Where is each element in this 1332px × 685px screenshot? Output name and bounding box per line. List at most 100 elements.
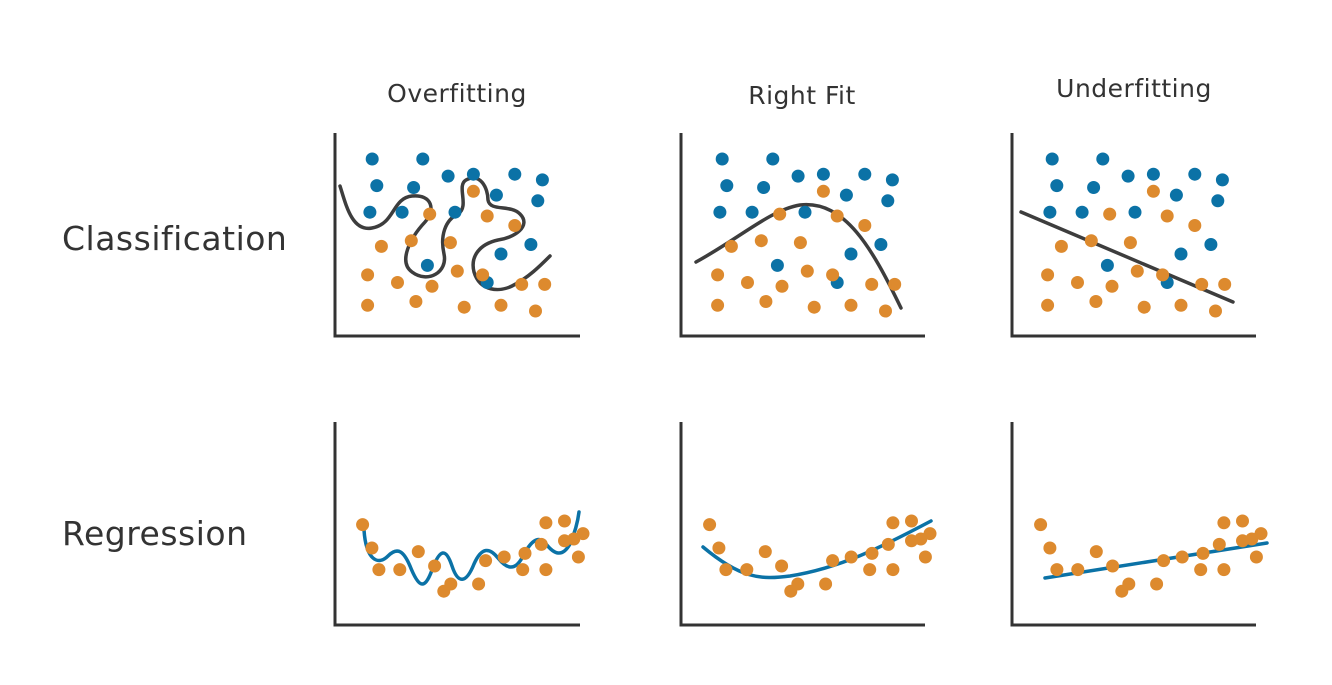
data-point	[356, 518, 370, 532]
class-b-point	[1071, 276, 1084, 289]
class-a-point	[1174, 247, 1188, 261]
data-point	[1034, 518, 1048, 532]
data-point	[518, 546, 532, 560]
class-a-point	[1128, 205, 1142, 219]
class-a-point	[535, 173, 549, 187]
column-title-underfitting: Underfitting	[1056, 74, 1212, 103]
data-point	[1245, 532, 1259, 546]
data-point	[1071, 563, 1085, 577]
class-a-point	[1121, 169, 1135, 183]
class-b-point	[724, 239, 738, 253]
class-b-point	[374, 239, 388, 253]
column-title-overfitting: Overfitting	[387, 79, 527, 108]
class-b-point	[466, 184, 480, 198]
class-a-point	[1045, 152, 1059, 166]
class-b-point	[443, 236, 457, 250]
class-a-point	[466, 167, 480, 181]
class-b-point	[457, 300, 471, 314]
class-a-point	[407, 181, 421, 194]
class-a-point	[816, 167, 830, 181]
class-a-point	[874, 238, 888, 251]
data-point	[1150, 577, 1164, 591]
data-point	[918, 550, 932, 564]
class-a-point	[720, 179, 734, 193]
data-point	[719, 563, 733, 577]
data-point	[428, 559, 442, 573]
class-b-point	[1174, 298, 1188, 312]
class-b-point	[1218, 277, 1232, 291]
class-b-point	[1054, 239, 1068, 253]
axis	[1010, 133, 1256, 338]
class-a-point	[881, 194, 895, 208]
data-point	[844, 550, 858, 564]
class-a-point	[395, 205, 409, 219]
class-a-point	[885, 173, 899, 187]
class-b-point	[1041, 298, 1055, 312]
data-point	[826, 554, 840, 568]
class-a-point	[757, 181, 771, 194]
class-a-point	[1075, 205, 1089, 219]
data-point	[784, 584, 798, 598]
class-b-point	[423, 207, 437, 221]
data-point	[571, 550, 585, 564]
class-a-point	[1188, 167, 1202, 181]
regression-underfitting-panel	[1010, 422, 1269, 627]
class-b-point	[529, 304, 542, 318]
class-b-point	[1089, 295, 1103, 308]
data-point	[886, 516, 900, 530]
class-b-point	[409, 295, 423, 308]
axis	[333, 133, 580, 338]
class-a-point	[715, 152, 729, 166]
class-a-point	[791, 169, 805, 183]
data-point	[567, 532, 581, 546]
class-b-point	[844, 298, 858, 312]
class-b-point	[1195, 277, 1209, 291]
column-title-right-fit: Right Fit	[748, 81, 856, 110]
class-b-point	[538, 277, 552, 291]
class-b-point	[361, 298, 375, 312]
data-point	[472, 577, 486, 591]
class-a-point	[448, 205, 462, 219]
data-point	[539, 516, 553, 530]
data-point	[479, 554, 493, 568]
class-b-point	[391, 276, 404, 289]
class-a-point	[844, 247, 858, 261]
data-point	[905, 514, 918, 528]
data-point	[1157, 554, 1171, 568]
class-a-point	[489, 188, 503, 202]
class-b-point	[480, 209, 494, 223]
data-point	[819, 577, 833, 591]
class-b-point	[775, 279, 789, 293]
data-point	[1236, 514, 1249, 528]
data-point	[1050, 563, 1064, 577]
class-a-point	[839, 188, 853, 202]
class-a-point	[531, 194, 545, 208]
class-b-point	[754, 234, 768, 248]
data-point	[1217, 563, 1231, 577]
class-a-point	[798, 205, 812, 219]
data-point	[1194, 563, 1208, 577]
data-point	[886, 563, 900, 577]
class-b-point	[361, 268, 375, 282]
class-b-point	[1156, 268, 1170, 282]
class-b-point	[773, 207, 787, 221]
data-point	[914, 532, 928, 546]
class-b-point	[816, 184, 830, 198]
class-b-point	[1209, 304, 1222, 318]
class-b-point	[1105, 279, 1119, 293]
class-b-point	[1123, 236, 1137, 250]
row-title-classification: Classification	[62, 219, 287, 258]
regression-right-fit-panel	[679, 422, 937, 627]
class-b-point	[793, 236, 807, 250]
data-point	[365, 541, 379, 555]
class-b-point	[404, 234, 418, 248]
regression-fit-curve	[362, 510, 581, 586]
class-b-point	[476, 268, 490, 282]
class-b-point	[830, 209, 844, 223]
class-b-point	[1130, 264, 1144, 278]
class-a-point	[1050, 179, 1064, 193]
data-point	[703, 518, 717, 532]
data-point	[372, 563, 386, 577]
class-a-point	[494, 247, 508, 261]
